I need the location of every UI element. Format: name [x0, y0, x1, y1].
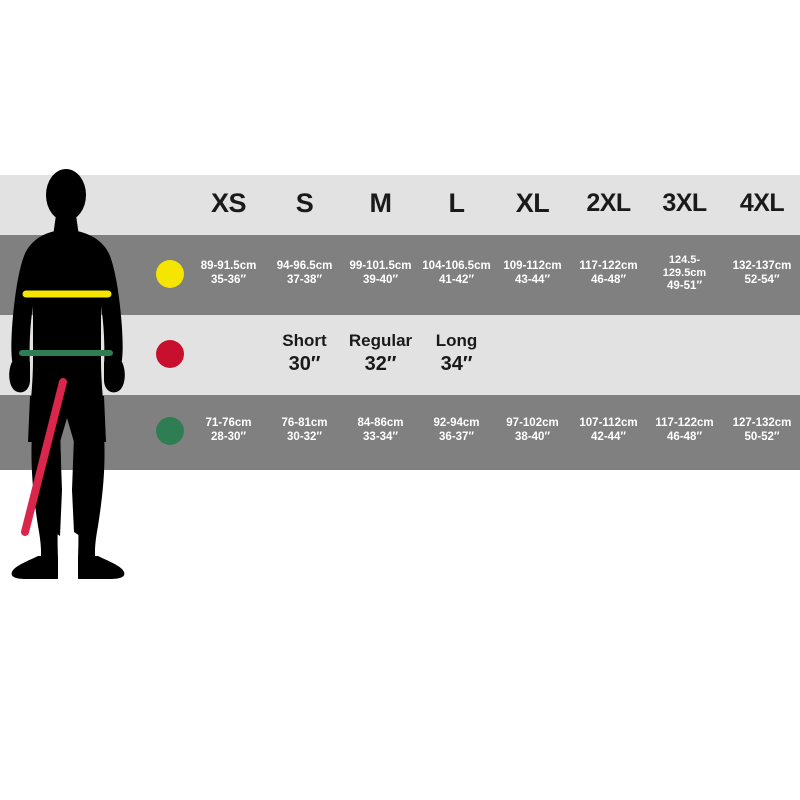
chest-s: 94-96.5cm 37-38″	[268, 235, 341, 312]
size-table: XS 89-91.5cm 35-36″ 71-76cm 28-30″ S 94-96…	[150, 175, 800, 470]
waist-3xl: 117-122cm 46-48″	[648, 395, 721, 467]
column-xl: XL 109-112cm 43-44″ 97-102cm 38-40″	[496, 175, 569, 470]
chest-xs-cm: 89-91.5cm	[200, 259, 257, 272]
column-2xl: 2XL 117-122cm 46-48″ 107-112cm 42-44″	[572, 175, 645, 470]
chest-xl-in: 43-44″	[515, 273, 550, 286]
chest-marker-cell	[153, 235, 187, 312]
waist-m-cm: 84-86cm	[357, 417, 404, 430]
column-m: M 99-101.5cm 39-40″ Regular 32″ 84-86cm 33-…	[344, 175, 417, 470]
leg-2xl	[572, 315, 645, 392]
waist-s-cm: 76-81cm	[281, 417, 328, 430]
chest-l-in: 41-42″	[439, 273, 474, 286]
chest-2xl: 117-122cm 46-48″	[572, 235, 645, 312]
chest-dot-icon	[156, 259, 184, 288]
chest-3xl-cm: 124.5-129.5cm	[662, 253, 707, 279]
waist-2xl-in: 42-44″	[591, 431, 626, 443]
chest-4xl: 132-137cm 52-54″	[724, 235, 800, 312]
waist-l-in: 36-37″	[439, 431, 474, 443]
waist-xs: 71-76cm 28-30″	[192, 395, 265, 467]
chest-4xl-cm: 132-137cm	[732, 259, 792, 272]
leg-l: Long 34″	[420, 315, 493, 392]
chest-l: 104-106.5cm 41-42″	[420, 235, 493, 312]
chest-s-cm: 94-96.5cm	[276, 259, 333, 272]
leg-l-word: Long	[435, 331, 478, 351]
header-xs: XS	[192, 175, 265, 232]
inside-leg-dot-icon	[156, 339, 184, 368]
waist-s: 76-81cm 30-32″	[268, 395, 341, 467]
waist-s-in: 30-32″	[287, 431, 322, 443]
chest-l-cm: 104-106.5cm	[422, 259, 491, 272]
waist-3xl-in: 46-48″	[667, 431, 702, 443]
leg-3xl	[648, 315, 721, 392]
chest-s-in: 37-38″	[287, 273, 322, 286]
chest-m-cm: 99-101.5cm	[349, 259, 412, 272]
header-3xl: 3XL	[648, 175, 721, 232]
waist-xl: 97-102cm 38-40″	[496, 395, 569, 467]
waist-marker-cell	[153, 395, 187, 467]
header-s: S	[268, 175, 341, 232]
header-m: M	[344, 175, 417, 232]
waist-xs-in: 28-30″	[211, 431, 246, 443]
column-xs: XS 89-91.5cm 35-36″ 71-76cm 28-30″	[192, 175, 265, 470]
chest-3xl-in: 49-51″	[667, 279, 702, 292]
waist-2xl: 107-112cm 42-44″	[572, 395, 645, 467]
leg-xl	[496, 315, 569, 392]
header-4xl: 4XL	[724, 175, 800, 232]
waist-xs-cm: 71-76cm	[205, 417, 252, 430]
chest-2xl-in: 46-48″	[591, 273, 626, 286]
marker-header-cell	[153, 175, 187, 232]
waist-4xl-in: 50-52″	[744, 431, 780, 443]
leg-4xl	[724, 315, 800, 392]
leg-xs	[192, 315, 265, 392]
inside-leg-measure-line	[21, 378, 67, 536]
header-2xl: 2XL	[572, 175, 645, 232]
chest-xl: 109-112cm 43-44″	[496, 235, 569, 312]
chest-xs-in: 35-36″	[211, 273, 246, 286]
column-s: S 94-96.5cm 37-38″ Short 30″ 76-81cm 30-32″	[268, 175, 341, 470]
waist-xl-cm: 97-102cm	[506, 417, 559, 430]
waist-m: 84-86cm 33-34″	[344, 395, 417, 467]
inside-leg-marker-cell	[153, 315, 187, 392]
leg-s: Short 30″	[268, 315, 341, 392]
waist-l: 92-94cm 36-37″	[420, 395, 493, 467]
column-markers	[153, 175, 187, 470]
header-l: L	[420, 175, 493, 232]
waist-4xl-cm: 127-132cm	[732, 417, 792, 430]
chest-2xl-cm: 117-122cm	[579, 259, 638, 272]
chest-m-in: 39-40″	[363, 273, 398, 286]
leg-m-word: Regular	[348, 331, 413, 351]
chest-xl-cm: 109-112cm	[503, 259, 562, 272]
leg-m-value: 32″	[364, 352, 397, 375]
column-l: L 104-106.5cm 41-42″ Long 34″ 92-94cm 36-37…	[420, 175, 493, 470]
waist-dot-icon	[156, 417, 184, 445]
waist-4xl: 127-132cm 50-52″	[724, 395, 800, 467]
waist-3xl-cm: 117-122cm	[655, 417, 714, 430]
leg-m: Regular 32″	[344, 315, 417, 392]
leg-s-value: 30″	[288, 352, 321, 375]
header-xl: XL	[496, 175, 569, 232]
body-silhouette	[0, 160, 150, 580]
silhouette-shape	[9, 169, 125, 579]
column-4xl: 4XL 132-137cm 52-54″ 127-132cm 50-52″	[724, 175, 800, 470]
chest-4xl-in: 52-54″	[744, 273, 780, 286]
waist-xl-in: 38-40″	[515, 431, 550, 443]
waist-m-in: 33-34″	[363, 431, 398, 443]
waist-2xl-cm: 107-112cm	[579, 417, 638, 430]
leg-s-word: Short	[282, 331, 327, 351]
chest-xs: 89-91.5cm 35-36″	[192, 235, 265, 312]
leg-l-value: 34″	[440, 352, 473, 375]
chest-3xl: 124.5-129.5cm 49-51″	[648, 235, 721, 312]
waist-l-cm: 92-94cm	[433, 417, 480, 430]
column-3xl: 3XL 124.5-129.5cm 49-51″ 117-122cm 46-48″	[648, 175, 721, 470]
chest-m: 99-101.5cm 39-40″	[344, 235, 417, 312]
